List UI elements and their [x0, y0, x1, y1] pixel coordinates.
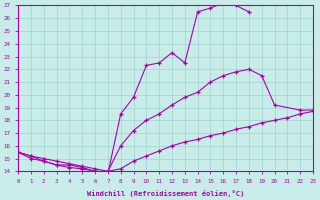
X-axis label: Windchill (Refroidissement éolien,°C): Windchill (Refroidissement éolien,°C) [87, 190, 244, 197]
